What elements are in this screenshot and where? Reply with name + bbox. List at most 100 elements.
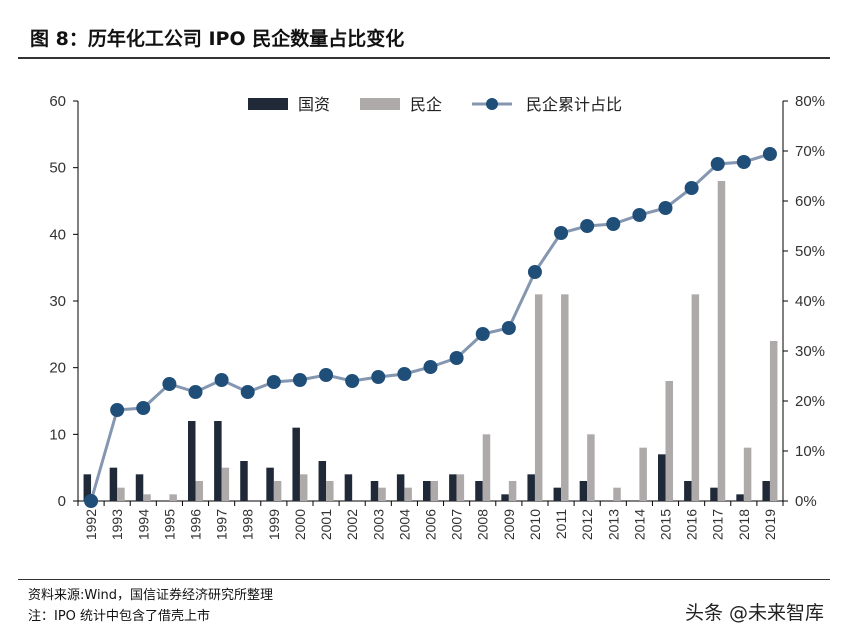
line-point — [214, 373, 229, 387]
bar-民企 — [169, 494, 177, 501]
x-tick-label: 2017 — [710, 509, 726, 540]
divider — [18, 579, 830, 580]
x-tick-label: 1997 — [214, 509, 230, 540]
bar-国资 — [396, 474, 405, 501]
line-point — [762, 147, 777, 161]
legend-swatch — [360, 98, 400, 110]
x-tick-label: 2019 — [762, 509, 778, 540]
left-tick-label: 10 — [49, 426, 66, 443]
line-point — [162, 377, 177, 391]
x-tick-label: 2000 — [292, 509, 308, 540]
bar-国资 — [736, 494, 744, 501]
line-point — [554, 226, 569, 240]
legend-label: 民企累计占比 — [526, 96, 622, 114]
bar-国资 — [240, 461, 248, 501]
bar-民企 — [195, 481, 203, 501]
line-point — [240, 385, 255, 399]
bar-国资 — [553, 487, 562, 501]
x-tick-label: 2006 — [423, 509, 439, 540]
line-point — [475, 327, 490, 341]
right-tick-label: 80% — [795, 93, 825, 110]
x-tick-label: 2002 — [344, 509, 360, 540]
bar-民企 — [639, 447, 647, 501]
bar-民企 — [769, 341, 778, 501]
figure-title: 图 8：历年化工公司 IPO 民企数量占比变化 — [30, 28, 405, 50]
line-point — [606, 217, 621, 231]
line-point — [266, 375, 281, 389]
x-tick-label: 2008 — [475, 509, 491, 540]
bar-民企 — [378, 487, 386, 501]
line-point — [658, 201, 673, 215]
bar-民企 — [221, 467, 230, 501]
x-tick-label: 2016 — [684, 509, 700, 540]
line-point — [345, 374, 360, 388]
right-tick-label: 0% — [795, 493, 817, 510]
left-tick-label: 0 — [58, 493, 66, 510]
bar-国资 — [344, 474, 353, 501]
bar-国资 — [684, 481, 692, 501]
bar-民企 — [117, 487, 125, 501]
x-tick-label: 1993 — [109, 509, 125, 540]
x-tick-label: 2009 — [501, 509, 517, 540]
bar-国资 — [109, 467, 118, 501]
left-tick-label: 50 — [49, 160, 66, 177]
bar-国资 — [423, 481, 431, 501]
bar-国资 — [83, 474, 92, 501]
x-tick-label: 2012 — [579, 509, 595, 540]
x-tick-label: 2018 — [736, 509, 752, 540]
x-tick-label: 2011 — [553, 509, 569, 539]
legend-label: 民企 — [410, 96, 442, 114]
x-tick-label: 1995 — [161, 509, 177, 540]
legend-marker — [486, 98, 498, 110]
line-point — [110, 403, 125, 417]
legend-swatch — [248, 98, 288, 110]
right-tick-label: 10% — [795, 443, 825, 460]
source-note: 资料来源:Wind，国信证券经济研究所整理 — [28, 588, 274, 603]
line-point — [527, 265, 542, 279]
line-point — [501, 321, 516, 335]
bar-民企 — [456, 474, 465, 501]
bar-国资 — [266, 467, 274, 501]
bar-民企 — [326, 481, 334, 501]
bar-国资 — [370, 481, 379, 501]
line-point — [423, 360, 438, 374]
line-point — [397, 367, 412, 381]
bar-民企 — [143, 494, 151, 501]
bar-民企 — [561, 294, 569, 501]
bar-民企 — [508, 481, 517, 501]
right-tick-label: 20% — [795, 393, 825, 410]
bar-国资 — [658, 454, 666, 501]
legend-label: 国资 — [298, 96, 330, 114]
bar-民企 — [404, 487, 412, 501]
bar-国资 — [135, 474, 144, 501]
bar-民企 — [430, 481, 438, 501]
right-tick-label: 40% — [795, 293, 825, 310]
bar-民企 — [534, 294, 543, 501]
x-tick-label: 1994 — [135, 509, 151, 540]
bar-国资 — [318, 461, 327, 501]
bar-民企 — [717, 181, 726, 501]
line-point — [449, 351, 464, 365]
right-tick-label: 50% — [795, 243, 825, 260]
bar-国资 — [579, 481, 588, 501]
bar-国资 — [188, 421, 196, 501]
right-tick-label: 70% — [795, 143, 825, 160]
x-tick-label: 2003 — [370, 509, 386, 540]
line-point — [188, 385, 203, 399]
line-point — [371, 370, 386, 384]
x-tick-label: 2015 — [658, 509, 674, 540]
x-tick-label: 1996 — [188, 509, 204, 540]
line-point — [84, 494, 99, 508]
x-tick-label: 2007 — [449, 509, 465, 540]
left-tick-label: 40 — [49, 226, 66, 243]
x-tick-label: 1998 — [240, 509, 256, 540]
bar-民企 — [273, 481, 282, 501]
right-tick-label: 30% — [795, 343, 825, 360]
x-tick-label: 2014 — [631, 509, 647, 540]
bar-国资 — [292, 427, 300, 501]
line-point — [136, 401, 151, 415]
bar-国资 — [475, 481, 483, 501]
left-tick-label: 30 — [49, 293, 66, 310]
line-point — [580, 219, 595, 233]
x-tick-label: 2001 — [318, 509, 334, 540]
